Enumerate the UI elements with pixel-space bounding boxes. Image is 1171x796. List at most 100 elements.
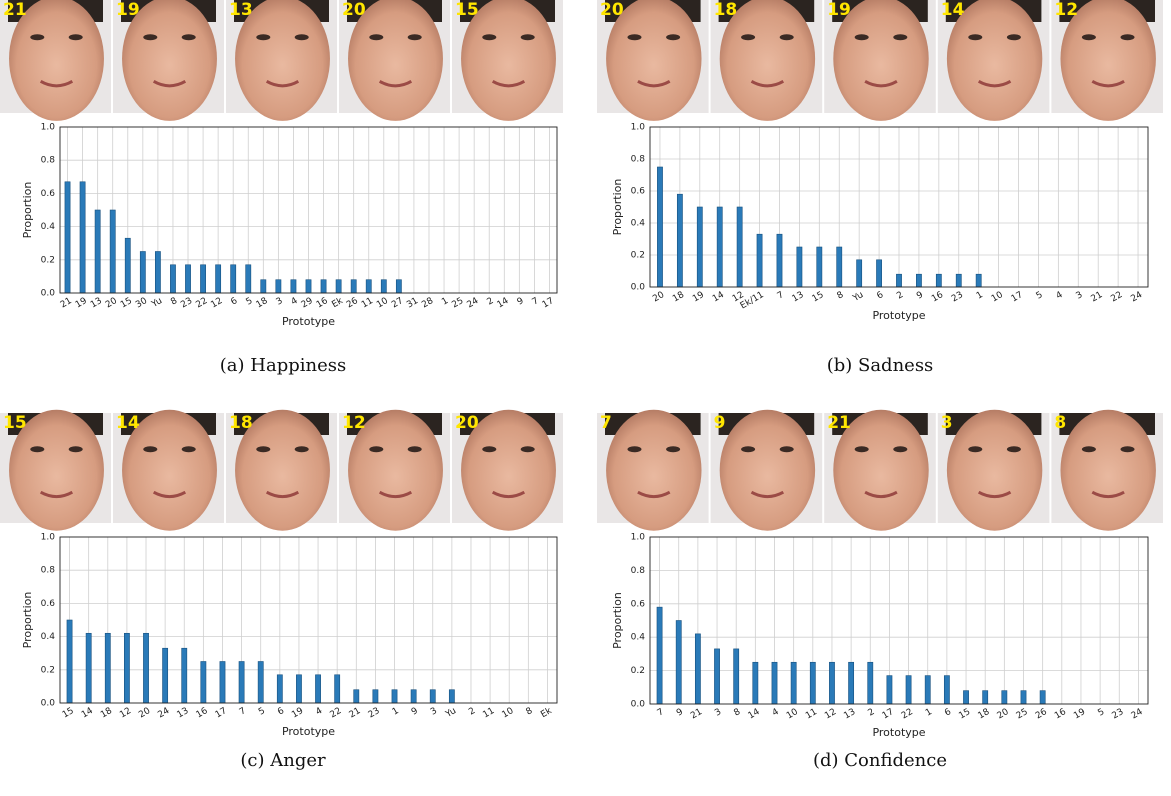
- x-tick-label: 18: [976, 707, 991, 722]
- x-tick-label: 3: [275, 296, 285, 308]
- eye: [1006, 34, 1021, 41]
- x-tick-label: 24: [1129, 290, 1144, 305]
- bar: [275, 279, 282, 294]
- y-tick-label: 0.6: [41, 189, 56, 199]
- y-tick-label: 0.2: [631, 666, 645, 676]
- eye: [407, 34, 422, 41]
- plot-frame: [649, 536, 1149, 705]
- face-label: 15: [3, 413, 27, 433]
- x-tick-label: 7: [776, 290, 786, 302]
- x-tick-label: 11: [481, 706, 496, 720]
- x-tick-label: 18: [255, 296, 270, 311]
- bar: [79, 181, 86, 294]
- bar: [260, 279, 267, 294]
- bar: [200, 661, 207, 704]
- eye: [1120, 446, 1135, 453]
- bar: [836, 246, 843, 288]
- face-label: 3: [941, 413, 953, 433]
- x-tick-label: 1: [975, 290, 985, 302]
- eye: [741, 446, 756, 453]
- plot-frame: [59, 126, 558, 294]
- x-tick-label: 22: [1109, 290, 1124, 304]
- x-tick-label: 23: [367, 706, 382, 720]
- x-tick-label: 16: [1053, 707, 1068, 722]
- y-tick-label: 1.0: [41, 123, 56, 133]
- x-tick-label: 6: [229, 296, 239, 308]
- bar: [675, 620, 682, 705]
- x-tick-label: 14: [711, 290, 726, 305]
- bar: [756, 233, 763, 288]
- bar: [943, 675, 950, 705]
- x-tick-label: Ek/11: [739, 290, 766, 311]
- plot-frame: [59, 536, 558, 704]
- y-tick-label: 0.4: [41, 222, 56, 232]
- bar: [94, 209, 101, 294]
- eye: [666, 446, 681, 453]
- bar: [104, 632, 111, 704]
- face-image: 12: [339, 409, 450, 531]
- y-tick-label: 0.0: [631, 283, 646, 293]
- eye: [30, 446, 45, 453]
- eye: [854, 446, 869, 453]
- bar: [905, 675, 912, 705]
- face-image: 18: [710, 0, 823, 121]
- eye: [1081, 446, 1096, 453]
- x-tick-label: 5: [1035, 290, 1045, 302]
- x-tick-label: 4: [1055, 290, 1065, 302]
- y-axis-label: Proportion: [611, 592, 624, 649]
- bar: [963, 690, 969, 705]
- x-tick-label: 8: [169, 296, 179, 308]
- eye: [256, 34, 271, 41]
- face: [1060, 409, 1156, 531]
- bar: [776, 233, 783, 288]
- y-tick-label: 0.8: [41, 566, 56, 576]
- y-tick-label: 0.0: [631, 700, 646, 710]
- y-tick-label: 0.4: [631, 219, 646, 229]
- bar: [876, 259, 882, 288]
- y-tick-label: 1.0: [631, 123, 646, 133]
- x-tick-label: Yu: [149, 296, 164, 310]
- x-tick-label: 17: [1010, 290, 1025, 304]
- face-label: 20: [455, 413, 479, 433]
- bar: [736, 206, 743, 288]
- y-axis-label: Proportion: [21, 592, 34, 649]
- x-tick-label: 21: [348, 706, 363, 720]
- x-tick-label: Yu: [851, 290, 866, 304]
- x-tick-label: 17: [881, 707, 896, 721]
- mouth: [152, 490, 187, 499]
- bar: [410, 689, 417, 704]
- mouth: [1091, 80, 1125, 88]
- x-tick-label: 15: [811, 290, 826, 304]
- eye: [143, 446, 158, 453]
- eye: [1006, 446, 1021, 453]
- bar: [290, 279, 297, 294]
- bar: [215, 264, 222, 294]
- x-tick-label: 10: [501, 706, 516, 721]
- x-axis-label: Prototype: [282, 315, 335, 328]
- bar: [365, 279, 372, 294]
- face-label: 12: [342, 413, 366, 433]
- bar: [350, 279, 357, 294]
- x-tick-label: 7: [531, 296, 541, 308]
- x-tick-label: 14: [80, 706, 95, 721]
- x-tick-label: 22: [328, 706, 343, 720]
- bar: [696, 206, 703, 288]
- x-tick-label: 10: [375, 296, 390, 311]
- bar: [916, 273, 922, 288]
- x-tick-label: Ek: [330, 296, 345, 311]
- mouth: [491, 490, 526, 499]
- bar: [955, 273, 962, 288]
- x-tick-label: 13: [176, 706, 191, 720]
- x-tick-label: 19: [1072, 707, 1087, 722]
- x-tick-label: 8: [732, 707, 742, 719]
- eye: [68, 446, 83, 453]
- face-label: 13: [229, 0, 253, 20]
- y-tick-label: 0.4: [41, 632, 56, 642]
- bar: [829, 661, 835, 705]
- bar: [809, 661, 816, 705]
- y-tick-label: 0.2: [41, 665, 55, 675]
- bar: [335, 279, 342, 294]
- y-tick-label: 0.6: [631, 599, 646, 609]
- bar: [1001, 690, 1008, 705]
- bar: [353, 689, 360, 704]
